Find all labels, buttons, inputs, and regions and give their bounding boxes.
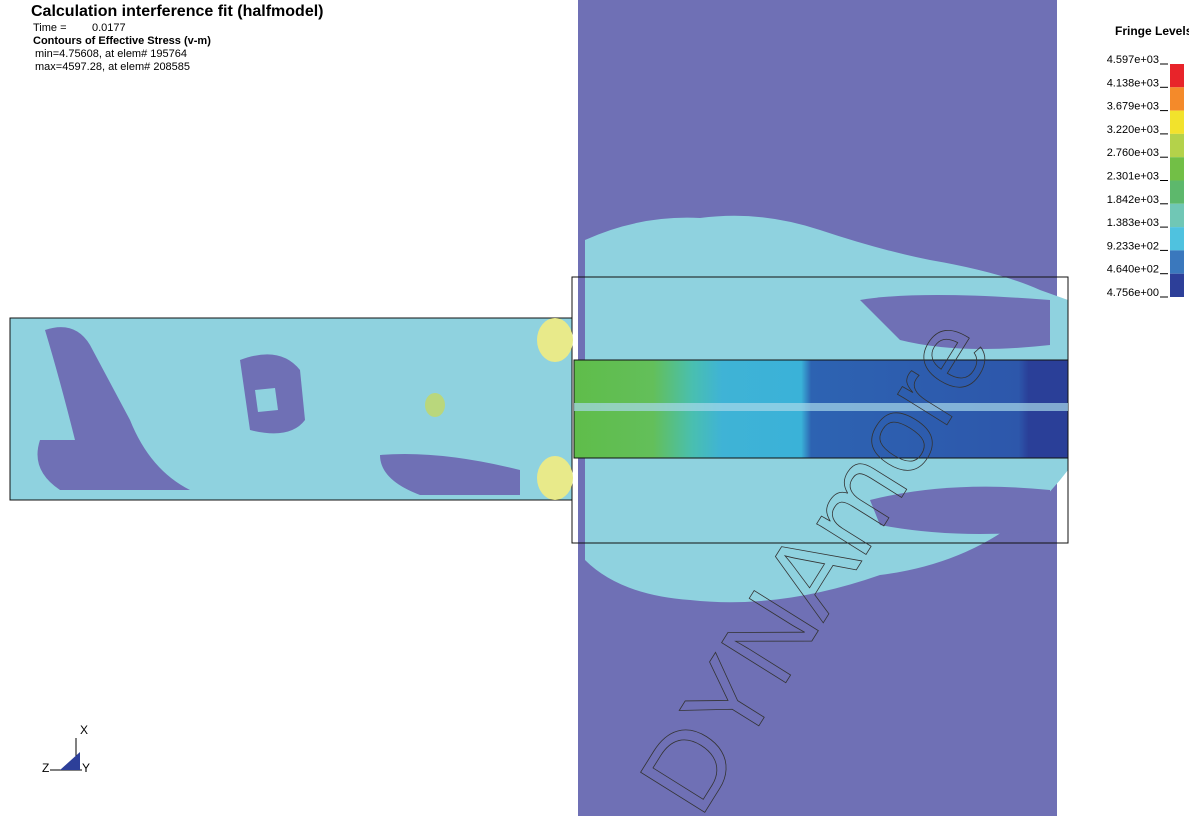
low-zone	[860, 295, 1050, 349]
high-zone	[425, 393, 445, 417]
legend: Fringe Levels 4.597e+03 4.138e+03 3.679e+0…	[1107, 24, 1189, 299]
high-zone	[537, 456, 573, 500]
legend-level: 4.756e+00	[1107, 287, 1159, 299]
axis-label: Y	[82, 761, 90, 775]
axis-label: X	[80, 723, 88, 737]
low-zone	[380, 454, 520, 495]
model	[9, 0, 1069, 816]
legend-swatch	[1170, 180, 1184, 204]
legend-level: 3.679e+03	[1107, 101, 1159, 113]
legend-level: 4.597e+03	[1107, 54, 1159, 66]
legend-level: 3.220e+03	[1107, 124, 1159, 136]
high-zone	[537, 318, 573, 362]
header: Calculation interference fit (halfmodel)…	[31, 3, 323, 73]
legend-swatch	[1170, 250, 1184, 274]
max-line: max=4597.28, at elem# 208585	[35, 61, 190, 73]
legend-swatch	[1170, 64, 1184, 88]
time-value: 0.0177	[92, 22, 126, 34]
axis-label: Z	[42, 761, 49, 775]
legend-swatch	[1170, 133, 1184, 158]
legend-level: 9.233e+02	[1107, 240, 1159, 252]
legend-level: 1.383e+03	[1107, 217, 1159, 229]
triad: X Z Y	[42, 723, 90, 775]
legend-level: 1.842e+03	[1107, 194, 1159, 206]
time-label: Time =	[33, 22, 67, 34]
legend-title: Fringe Levels	[1115, 24, 1189, 38]
legend-level: 2.301e+03	[1107, 171, 1159, 183]
contour-label: Contours of Effective Stress (v-m)	[33, 35, 211, 47]
legend-swatch	[1170, 203, 1184, 228]
legend-swatch	[1170, 157, 1184, 181]
legend-swatch	[1170, 87, 1184, 111]
legend-swatch	[1170, 227, 1184, 251]
legend-swatch	[1170, 110, 1184, 134]
min-line: min=4.75608, at elem# 195764	[35, 48, 187, 60]
legend-swatch	[1170, 273, 1184, 297]
low-zone	[870, 486, 1050, 534]
legend-level: 4.138e+03	[1107, 77, 1159, 89]
legend-level: 4.640e+02	[1107, 264, 1159, 276]
legend-level: 2.760e+03	[1107, 147, 1159, 159]
rod-axis	[574, 403, 1068, 411]
low-zone	[37, 327, 190, 490]
stress-zone	[255, 388, 278, 412]
axis-plane	[60, 752, 80, 770]
title: Calculation interference fit (halfmodel)	[31, 3, 323, 20]
